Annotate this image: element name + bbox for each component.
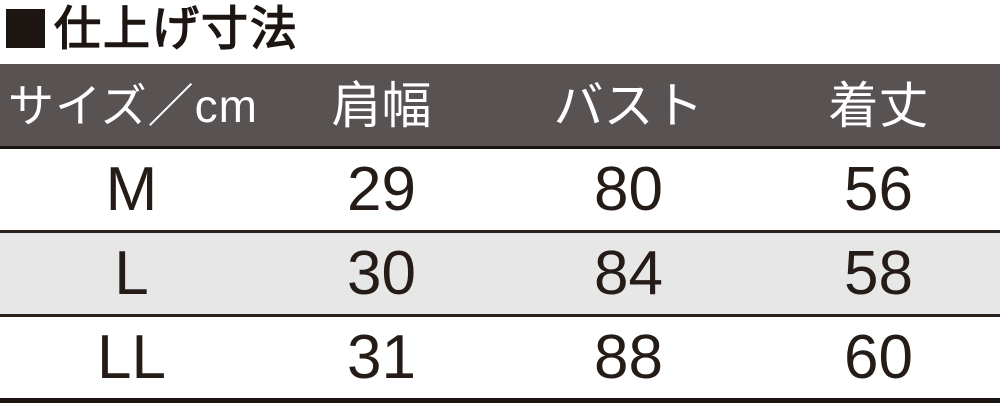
cell-length: 56 — [844, 154, 913, 224]
cell-shoulder-width: 29 — [347, 154, 416, 224]
size-table: サイズ／cm 肩幅 バスト 着丈 M 29 80 56 L 30 84 58 L… — [0, 64, 1000, 403]
section-title: 仕上げ寸法 — [6, 2, 299, 54]
cell-shoulder-width: 31 — [347, 322, 416, 392]
cell-size: LL — [97, 322, 166, 392]
cell-length: 60 — [844, 322, 913, 392]
column-header-size-unit: サイズ／cm — [8, 80, 258, 132]
cell-shoulder-width: 30 — [347, 238, 416, 308]
black-square-icon — [6, 8, 45, 48]
cell-size: M — [105, 154, 158, 224]
cell-bust: 88 — [594, 322, 663, 392]
table-row-ll: LL 31 88 60 — [0, 317, 1000, 403]
column-header-shoulder-width: 肩幅 — [331, 78, 432, 134]
table-row-m: M 29 80 56 — [0, 149, 1000, 233]
cell-bust: 84 — [594, 238, 663, 308]
cell-bust: 80 — [594, 154, 663, 224]
cell-size: L — [114, 238, 149, 308]
cell-length: 58 — [844, 238, 913, 308]
section-title-text: 仕上げ寸法 — [54, 1, 299, 55]
table-row-l: L 30 84 58 — [0, 233, 1000, 317]
column-header-length: 着丈 — [828, 78, 929, 134]
table-header-row: サイズ／cm 肩幅 バスト 着丈 — [0, 64, 1000, 149]
column-header-bust: バスト — [553, 78, 704, 134]
